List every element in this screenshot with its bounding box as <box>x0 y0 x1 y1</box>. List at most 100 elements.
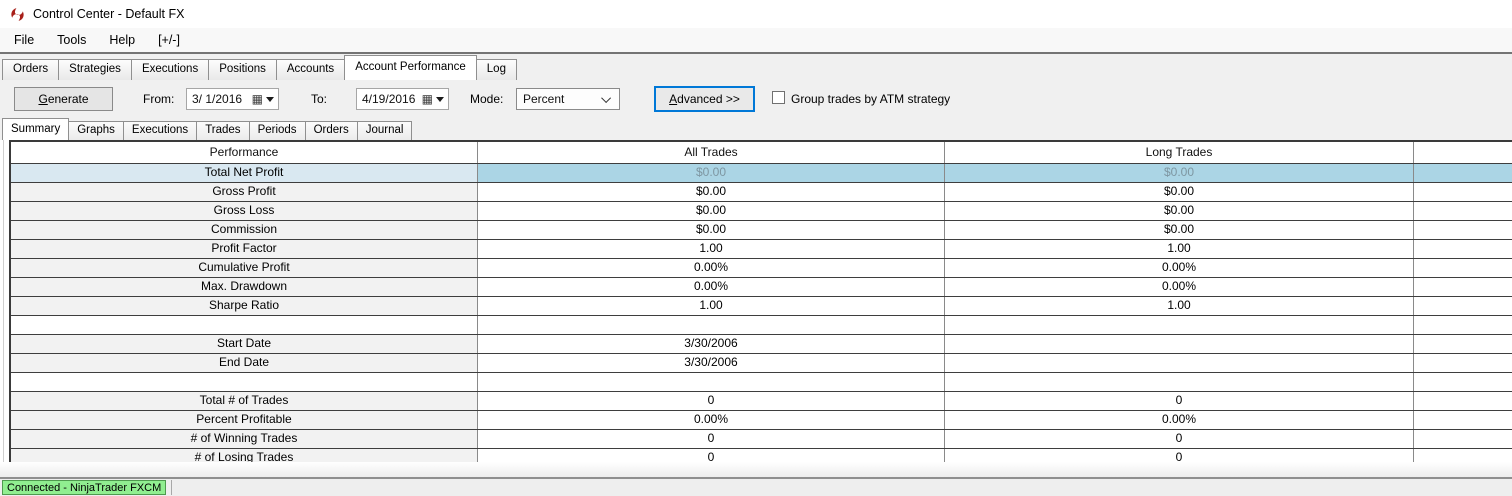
date-dropdown-arrow-icon[interactable] <box>436 96 444 102</box>
menu-bar: File Tools Help [+/-] <box>0 28 1512 54</box>
cell-performance-label <box>11 373 478 391</box>
table-row-percent-profitable[interactable]: Percent Profitable 0.00% 0.00% <box>11 410 1512 429</box>
table-row-sharpe-ratio[interactable]: Sharpe Ratio 1.00 1.00 <box>11 296 1512 315</box>
connection-status-badge: Connected - NinjaTrader FXCM <box>2 480 167 495</box>
mode-label: Mode: <box>470 92 504 106</box>
table-row-commission[interactable]: Commission $0.00 $0.00 <box>11 220 1512 239</box>
cell-performance-label: Gross Profit <box>11 183 478 201</box>
tab-positions[interactable]: Positions <box>208 59 277 80</box>
cell-extra-value <box>1414 373 1512 391</box>
column-header-extra <box>1414 142 1512 163</box>
mode-selected-value: Percent <box>523 92 565 106</box>
table-row-total-net-profit[interactable]: Total Net Profit $0.00 $0.00 <box>11 163 1512 182</box>
cell-performance-label: Commission <box>11 221 478 239</box>
status-bar-separator <box>171 480 173 495</box>
tab-strategies[interactable]: Strategies <box>58 59 132 80</box>
date-dropdown-arrow-icon[interactable] <box>266 96 274 102</box>
report-tab-graphs[interactable]: Graphs <box>68 121 124 140</box>
cell-all-trades-value: 3/30/2006 <box>478 335 945 353</box>
table-row-profit-factor[interactable]: Profit Factor 1.00 1.00 <box>11 239 1512 258</box>
table-row-max-drawdown[interactable]: Max. Drawdown 0.00% 0.00% <box>11 277 1512 296</box>
status-bar: Connected - NinjaTrader FXCM <box>0 479 1512 496</box>
cell-long-trades-value: 0.00% <box>945 411 1414 429</box>
cell-long-trades-value: 0 <box>945 392 1414 410</box>
table-row-start-date[interactable]: Start Date 3/30/2006 <box>11 334 1512 353</box>
report-tab-journal[interactable]: Journal <box>356 121 413 140</box>
tab-orders[interactable]: Orders <box>2 59 60 80</box>
cell-performance-label <box>11 316 478 334</box>
window-title: Control Center - Default FX <box>33 7 185 21</box>
cell-long-trades-value: 0 <box>945 449 1414 462</box>
cell-performance-label: # of Winning Trades <box>11 430 478 448</box>
cell-long-trades-value: 0 <box>945 430 1414 448</box>
cell-performance-label: Start Date <box>11 335 478 353</box>
cell-long-trades-value <box>945 316 1414 334</box>
cell-extra-value <box>1414 278 1512 296</box>
group-trades-checkbox[interactable] <box>772 91 785 104</box>
cell-long-trades-value <box>945 373 1414 391</box>
cell-extra-value <box>1414 221 1512 239</box>
cell-all-trades-value: 3/30/2006 <box>478 354 945 372</box>
table-row-end-date[interactable]: End Date 3/30/2006 <box>11 353 1512 372</box>
table-row-of-losing-trades[interactable]: # of Losing Trades 0 0 <box>11 448 1512 462</box>
column-header-long-trades: Long Trades <box>945 142 1414 163</box>
cell-all-trades-value: 0.00% <box>478 411 945 429</box>
cell-all-trades-value: $0.00 <box>478 221 945 239</box>
from-date-picker[interactable]: 3/ 1/2016 ▦ <box>186 88 279 110</box>
to-date-value: 4/19/2016 <box>362 92 416 106</box>
menu-item-tools[interactable]: Tools <box>57 33 87 47</box>
table-row-gross-profit[interactable]: Gross Profit $0.00 $0.00 <box>11 182 1512 201</box>
cell-long-trades-value: 0.00% <box>945 259 1414 277</box>
cell-long-trades-value: $0.00 <box>945 202 1414 220</box>
cell-extra-value <box>1414 430 1512 448</box>
tab-log[interactable]: Log <box>475 59 517 80</box>
table-row-gross-loss[interactable]: Gross Loss $0.00 $0.00 <box>11 201 1512 220</box>
table-row-cumulative-profit[interactable]: Cumulative Profit 0.00% 0.00% <box>11 258 1512 277</box>
table-row-empty-11[interactable] <box>11 372 1512 391</box>
report-tab-orders[interactable]: Orders <box>304 121 358 140</box>
cell-all-trades-value: 0.00% <box>478 259 945 277</box>
cell-all-trades-value: 0 <box>478 430 945 448</box>
cell-extra-value <box>1414 411 1512 429</box>
table-row-empty-8[interactable] <box>11 315 1512 334</box>
cell-extra-value <box>1414 354 1512 372</box>
calendar-icon[interactable]: ▦ <box>421 92 433 106</box>
cell-performance-label: Profit Factor <box>11 240 478 258</box>
cell-performance-label: Total Net Profit <box>11 164 478 182</box>
cell-all-trades-value: 0 <box>478 392 945 410</box>
menu-item-file[interactable]: File <box>14 33 35 47</box>
tab-accounts[interactable]: Accounts <box>275 59 346 80</box>
menu-item-3[interactable]: [+/-] <box>158 33 180 47</box>
report-tab-periods[interactable]: Periods <box>248 121 306 140</box>
ninjatrader-logo-icon <box>9 6 26 23</box>
cell-all-trades-value <box>478 373 945 391</box>
report-tab-trades[interactable]: Trades <box>196 121 250 140</box>
table-row-total-of-trades[interactable]: Total # of Trades 0 0 <box>11 391 1512 410</box>
panel-left-edge <box>3 140 4 462</box>
from-date-value: 3/ 1/2016 <box>192 92 243 106</box>
cell-all-trades-value: 1.00 <box>478 297 945 315</box>
cell-extra-value <box>1414 335 1512 353</box>
table-row-of-winning-trades[interactable]: # of Winning Trades 0 0 <box>11 429 1512 448</box>
to-label: To: <box>311 92 328 106</box>
column-header-performance: Performance <box>11 142 478 163</box>
tab-executions[interactable]: Executions <box>130 59 210 80</box>
cell-performance-label: Max. Drawdown <box>11 278 478 296</box>
menu-item-help[interactable]: Help <box>109 33 136 47</box>
cell-long-trades-value: 1.00 <box>945 297 1414 315</box>
to-date-picker[interactable]: 4/19/2016 ▦ <box>356 88 449 110</box>
mode-select[interactable]: Percent <box>516 88 620 110</box>
from-label: From: <box>143 92 175 106</box>
report-tab-summary[interactable]: Summary <box>2 118 70 140</box>
cell-long-trades-value: 0.00% <box>945 278 1414 296</box>
cell-performance-label: Sharpe Ratio <box>11 297 478 315</box>
cell-performance-label: Percent Profitable <box>11 411 478 429</box>
cell-long-trades-value: $0.00 <box>945 164 1414 182</box>
cell-long-trades-value: $0.00 <box>945 221 1414 239</box>
report-tab-executions[interactable]: Executions <box>122 121 198 140</box>
calendar-icon[interactable]: ▦ <box>251 92 263 106</box>
tab-account-performance[interactable]: Account Performance <box>344 55 477 80</box>
